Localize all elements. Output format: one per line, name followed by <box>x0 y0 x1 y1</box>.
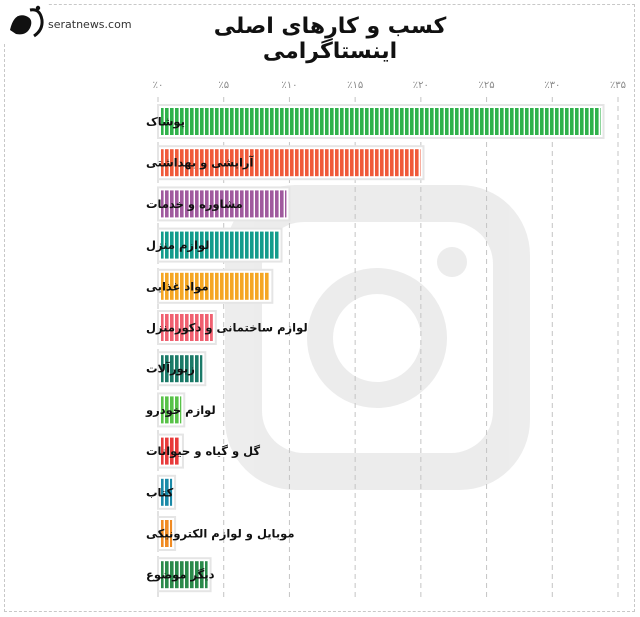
bar <box>161 190 287 218</box>
x-tick-label: ٪۳۰ <box>544 80 560 91</box>
bar <box>161 314 213 341</box>
x-tick-label: ٪۰ <box>153 80 164 91</box>
category-label: زیورآلات <box>146 362 195 377</box>
category-label: کتاب <box>146 485 174 499</box>
x-tick-label: ٪۲۵ <box>479 80 495 91</box>
x-tick-label: ٪۲۰ <box>413 80 429 91</box>
x-tick-label: ٪۵ <box>218 80 229 91</box>
bar <box>161 149 421 177</box>
chart-frame <box>4 4 635 612</box>
bar <box>161 561 208 589</box>
bar <box>161 478 173 506</box>
x-tick-label: ٪۱۵ <box>347 80 363 91</box>
bar <box>161 437 180 465</box>
category-label: مواد غذایی <box>146 279 209 294</box>
category-label: آرایشی و بهداشتی <box>146 156 255 171</box>
category-label: لوازم ساختمانی و دکورمنزل <box>146 321 308 336</box>
category-label: دیگر موضوع <box>146 568 215 583</box>
bar <box>161 108 601 135</box>
bar <box>161 272 270 300</box>
x-tick-label: ٪۳۵ <box>610 80 626 91</box>
bar <box>161 396 182 424</box>
bar <box>161 231 279 259</box>
category-label: گل و گیاه و حیوانات <box>146 444 260 459</box>
category-label: مشاوره و خدمات <box>146 197 243 212</box>
category-label: موبایل و لوازم الکترونیکی <box>146 527 295 542</box>
site-logo <box>4 2 48 44</box>
x-tick-label: ٪۱۰ <box>281 80 297 91</box>
site-url[interactable]: seratnews.com <box>48 18 132 31</box>
bar <box>161 520 173 547</box>
category-label: پوشاک <box>146 115 185 130</box>
chart-title: کسب و کارهای اصلی اینستاگرامی <box>213 14 447 64</box>
bar <box>161 355 203 383</box>
category-label: لوازم منزل <box>146 238 209 253</box>
category-label: لوازم خودرو <box>145 403 216 418</box>
